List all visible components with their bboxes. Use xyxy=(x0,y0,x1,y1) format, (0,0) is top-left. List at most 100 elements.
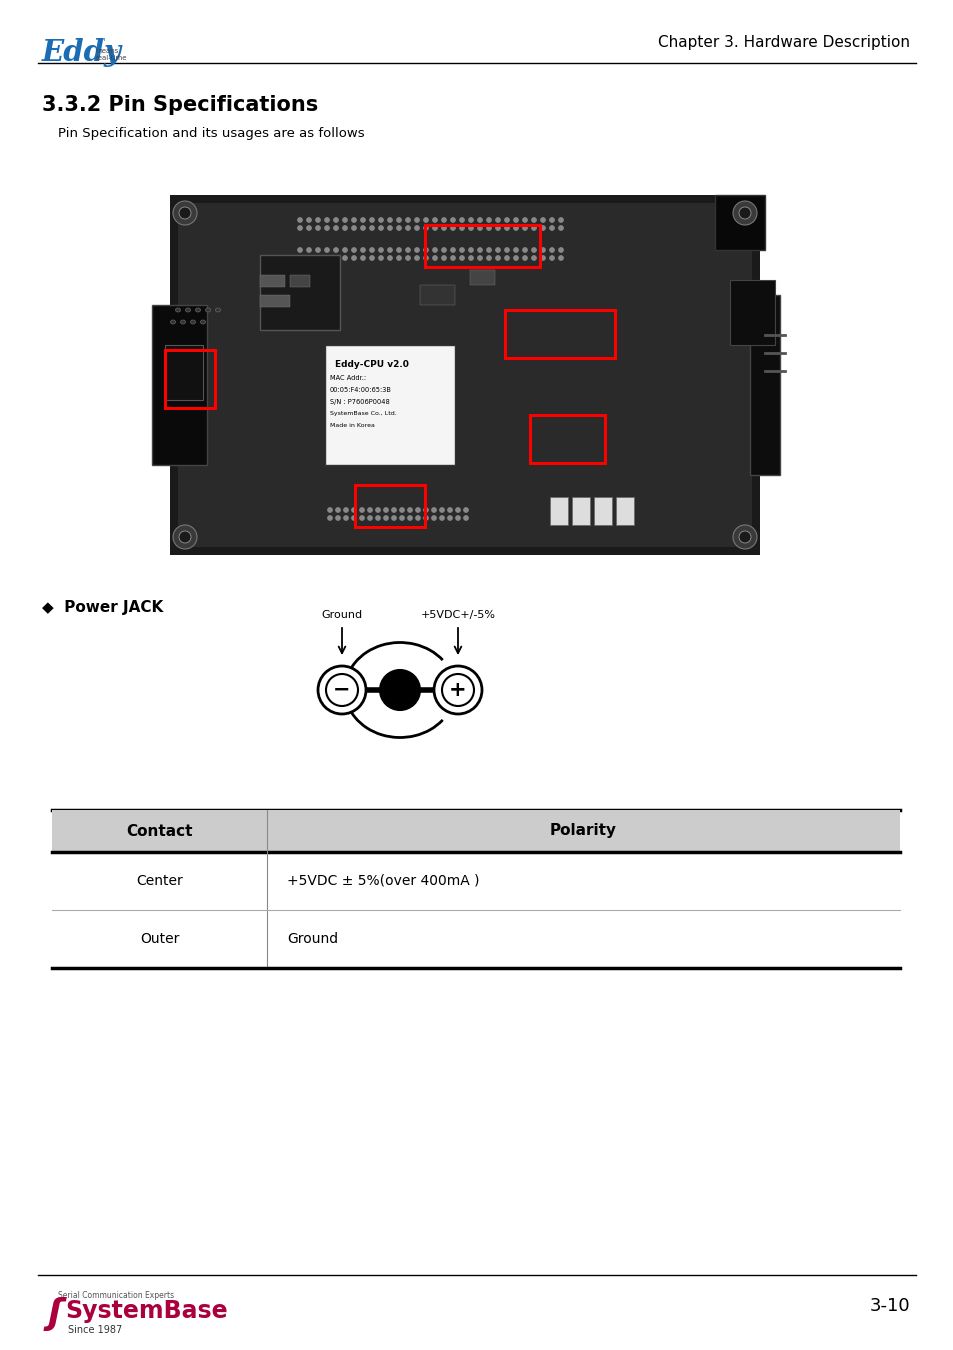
Circle shape xyxy=(531,255,536,261)
Text: SystemBase Co., Ltd.: SystemBase Co., Ltd. xyxy=(330,410,396,416)
Circle shape xyxy=(450,247,455,252)
Circle shape xyxy=(540,225,545,231)
Text: Center: Center xyxy=(136,873,183,888)
Circle shape xyxy=(447,508,452,513)
Circle shape xyxy=(486,247,491,252)
Bar xyxy=(260,296,290,306)
Ellipse shape xyxy=(205,308,211,312)
Bar xyxy=(260,275,285,288)
Circle shape xyxy=(324,255,329,261)
Circle shape xyxy=(396,255,401,261)
Circle shape xyxy=(504,225,509,231)
Circle shape xyxy=(432,225,437,231)
Circle shape xyxy=(405,247,410,252)
Circle shape xyxy=(441,225,446,231)
Circle shape xyxy=(416,516,420,521)
Circle shape xyxy=(327,516,333,521)
Ellipse shape xyxy=(180,320,185,324)
Text: means
real-time: means real-time xyxy=(95,49,127,62)
Circle shape xyxy=(378,255,383,261)
Circle shape xyxy=(439,508,444,513)
Circle shape xyxy=(405,225,410,231)
Bar xyxy=(52,810,899,852)
Circle shape xyxy=(369,255,375,261)
Circle shape xyxy=(441,255,446,261)
Text: Ground: Ground xyxy=(321,610,362,620)
Circle shape xyxy=(434,666,481,714)
Circle shape xyxy=(359,508,364,513)
Text: Since 1987: Since 1987 xyxy=(68,1324,122,1335)
Circle shape xyxy=(387,255,392,261)
Bar xyxy=(419,285,455,305)
Circle shape xyxy=(495,225,500,231)
Ellipse shape xyxy=(215,308,220,312)
Circle shape xyxy=(459,225,464,231)
Circle shape xyxy=(549,255,554,261)
Circle shape xyxy=(396,217,401,223)
Circle shape xyxy=(334,255,338,261)
Circle shape xyxy=(351,225,356,231)
Circle shape xyxy=(739,207,750,219)
Ellipse shape xyxy=(175,308,180,312)
Circle shape xyxy=(327,508,333,513)
Circle shape xyxy=(342,217,347,223)
Circle shape xyxy=(447,516,452,521)
Circle shape xyxy=(414,217,419,223)
Bar xyxy=(325,346,455,464)
Circle shape xyxy=(351,255,356,261)
Circle shape xyxy=(343,516,348,521)
Circle shape xyxy=(414,225,419,231)
Text: ʃ: ʃ xyxy=(48,1297,63,1331)
Circle shape xyxy=(450,225,455,231)
Circle shape xyxy=(391,516,396,521)
Text: Eddy: Eddy xyxy=(42,38,122,68)
Ellipse shape xyxy=(191,320,195,324)
Circle shape xyxy=(468,225,473,231)
Circle shape xyxy=(486,255,491,261)
Circle shape xyxy=(558,217,563,223)
Bar xyxy=(749,296,780,475)
Circle shape xyxy=(416,508,420,513)
Circle shape xyxy=(334,217,338,223)
Circle shape xyxy=(423,225,428,231)
Text: +5VDC+/-5%: +5VDC+/-5% xyxy=(420,610,495,620)
Circle shape xyxy=(431,508,436,513)
Circle shape xyxy=(387,225,392,231)
Circle shape xyxy=(531,225,536,231)
Text: Outer: Outer xyxy=(140,931,179,946)
Circle shape xyxy=(549,217,554,223)
Text: ◆  Power JACK: ◆ Power JACK xyxy=(42,599,163,616)
Bar xyxy=(550,497,567,525)
Circle shape xyxy=(504,255,509,261)
Circle shape xyxy=(396,225,401,231)
Bar xyxy=(594,497,612,525)
Circle shape xyxy=(558,255,563,261)
Circle shape xyxy=(439,516,444,521)
Circle shape xyxy=(468,247,473,252)
Circle shape xyxy=(558,225,563,231)
Circle shape xyxy=(306,247,312,252)
Circle shape xyxy=(324,247,329,252)
Circle shape xyxy=(375,508,380,513)
Circle shape xyxy=(351,516,356,521)
Circle shape xyxy=(399,516,404,521)
Circle shape xyxy=(450,255,455,261)
Circle shape xyxy=(549,225,554,231)
Bar xyxy=(530,414,604,463)
Circle shape xyxy=(463,508,468,513)
Text: S/N : P7606P0048: S/N : P7606P0048 xyxy=(330,400,390,405)
Circle shape xyxy=(405,217,410,223)
Circle shape xyxy=(379,670,419,710)
Bar xyxy=(424,225,539,267)
Circle shape xyxy=(739,531,750,543)
Text: 00:05:F4:00:65:3B: 00:05:F4:00:65:3B xyxy=(330,387,392,393)
Circle shape xyxy=(317,666,366,714)
Circle shape xyxy=(172,525,196,549)
Text: Ground: Ground xyxy=(287,931,337,946)
Circle shape xyxy=(297,255,302,261)
Circle shape xyxy=(531,217,536,223)
Circle shape xyxy=(513,247,518,252)
Bar xyxy=(165,346,203,400)
Circle shape xyxy=(407,508,412,513)
Bar xyxy=(170,194,760,555)
